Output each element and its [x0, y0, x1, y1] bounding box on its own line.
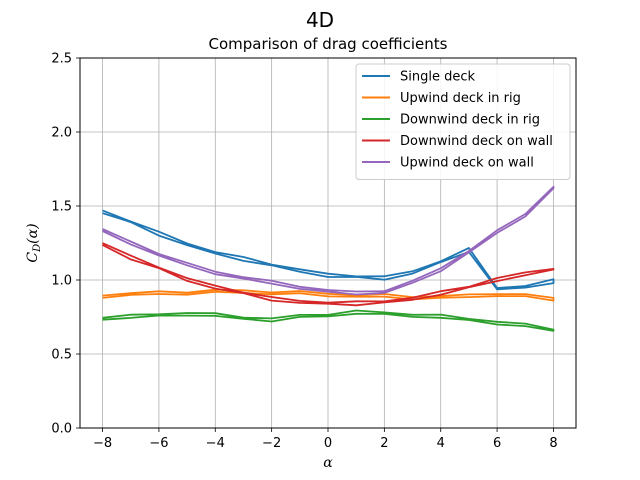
figure-suptitle: 4D	[306, 8, 334, 32]
y-axis-label-sub: D	[32, 244, 43, 253]
x-tick-label: −2	[262, 436, 281, 451]
y-tick-label: 1.5	[51, 200, 72, 215]
y-tick-label: 2.5	[51, 52, 72, 67]
series-line	[102, 288, 555, 302]
series-layer	[102, 185, 555, 332]
legend-box	[355, 63, 571, 180]
series-line	[102, 209, 555, 291]
series-line	[102, 242, 555, 307]
x-tick-label: −4	[206, 436, 225, 451]
legend-label: Downwind deck on wall	[400, 134, 553, 149]
x-tick-label: 8	[549, 436, 557, 451]
x-tick-label: 6	[493, 436, 501, 451]
y-axis-label-main: C	[25, 252, 41, 263]
series-line	[102, 185, 555, 296]
x-axis-label: α	[323, 455, 333, 471]
y-axis-label: CD(α)	[25, 223, 43, 262]
legend: Single deck Upwind deck in rig Downwind de…	[355, 63, 571, 180]
y-tick-label: 0.5	[51, 348, 72, 363]
x-tick-label: 2	[380, 436, 388, 451]
chart-title: Comparison of drag coefficients	[209, 35, 448, 53]
x-tick-label: 4	[437, 436, 445, 451]
legend-label: Upwind deck in rig	[400, 91, 521, 106]
legend-label: Single deck	[400, 70, 475, 85]
legend-label: Downwind deck in rig	[400, 113, 540, 128]
x-tick-label: 0	[324, 436, 332, 451]
y-tick-label: 2.0	[51, 126, 72, 141]
y-axis-label-tail: (α)	[25, 223, 41, 243]
tick-layer: −8 −6 −4 −2 0 2 4 6 8 0.0 0.5 1.0 1.5 2.0 2.5	[51, 52, 557, 452]
series-line	[102, 309, 555, 332]
y-tick-label: 0.0	[51, 422, 72, 437]
x-tick-label: −8	[93, 436, 112, 451]
legend-label: Upwind deck on wall	[400, 156, 534, 171]
y-tick-label: 1.0	[51, 274, 72, 289]
x-tick-label: −6	[149, 436, 168, 451]
